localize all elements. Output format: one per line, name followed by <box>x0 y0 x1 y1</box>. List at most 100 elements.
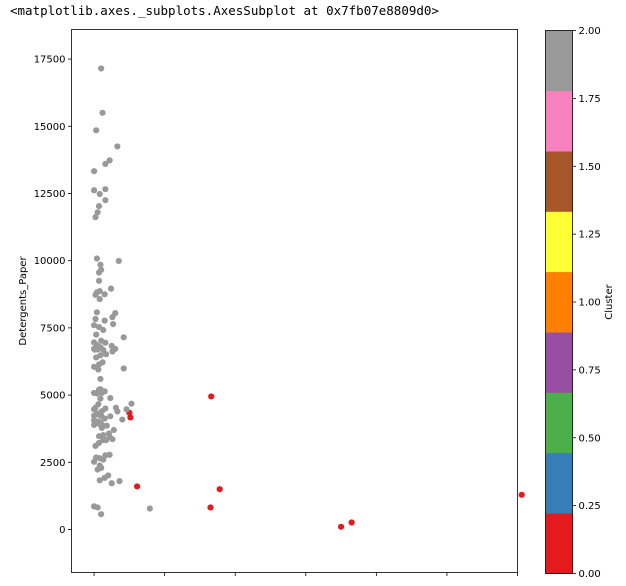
data-point-cluster-2 <box>94 466 101 473</box>
colorbar-tick-label: 1.25 <box>579 230 601 241</box>
colorbar <box>545 30 573 574</box>
data-point-cluster-2 <box>100 326 107 334</box>
cell-output-label: <matplotlib.axes._subplots.AxesSubplot a… <box>10 3 439 18</box>
data-point-cluster-2 <box>102 437 110 444</box>
y-tick-label: 2500 <box>40 458 65 469</box>
colorbar-tick-label: 0.00 <box>579 569 601 580</box>
data-point-cluster-2 <box>101 317 108 324</box>
colorbar-band <box>545 392 573 454</box>
data-point-cluster-2 <box>146 505 153 512</box>
colorbar-tick-label: 1.00 <box>579 298 601 309</box>
data-point-cluster-2 <box>92 315 99 323</box>
data-point-cluster-2 <box>93 390 101 397</box>
data-point-cluster-2 <box>92 291 99 298</box>
y-tick-label: 0 <box>59 525 65 536</box>
data-point-cluster-0 <box>216 486 223 493</box>
data-point-cluster-2 <box>109 314 116 321</box>
data-point-cluster-0 <box>518 491 525 498</box>
data-point-cluster-2 <box>92 442 99 449</box>
data-point-cluster-2 <box>90 421 98 429</box>
y-tick-label: 15000 <box>34 122 66 133</box>
data-point-cluster-2 <box>110 426 117 434</box>
colorbar-tick-label: 1.50 <box>579 162 601 173</box>
data-point-cluster-2 <box>90 322 98 329</box>
data-point-cluster-0 <box>127 414 134 421</box>
data-point-cluster-2 <box>93 127 100 134</box>
data-point-cluster-2 <box>102 339 109 346</box>
data-point-cluster-2 <box>98 389 105 397</box>
data-point-cluster-2 <box>97 261 104 268</box>
y-tick-label: 10000 <box>34 256 66 267</box>
data-point-cluster-2 <box>95 203 103 210</box>
data-point-cluster-2 <box>94 504 101 511</box>
colorbar-band <box>545 211 573 273</box>
colorbar-band <box>545 30 573 92</box>
colorbar-band <box>545 332 573 393</box>
data-point-cluster-2 <box>123 406 130 413</box>
colorbar-tick-label: 2.00 <box>579 26 601 37</box>
data-point-cluster-2 <box>106 157 113 164</box>
data-point-cluster-2 <box>107 285 115 292</box>
data-point-cluster-2 <box>90 412 98 419</box>
data-point-cluster-2 <box>102 351 110 358</box>
colorbar-tick-label: 0.75 <box>579 365 601 376</box>
data-point-cluster-2 <box>90 168 98 175</box>
data-point-cluster-2 <box>95 361 103 368</box>
data-point-cluster-0 <box>207 504 214 511</box>
y-tick-label: 5000 <box>40 391 65 402</box>
data-point-cluster-2 <box>90 187 98 194</box>
data-point-cluster-2 <box>101 415 108 422</box>
colorbar-band <box>545 151 573 212</box>
data-point-cluster-2 <box>109 436 116 443</box>
colorbar-tick-label: 0.25 <box>579 501 601 512</box>
data-point-cluster-2 <box>103 422 110 429</box>
colorbar-tick-label: 0.50 <box>579 433 601 444</box>
data-point-cluster-2 <box>128 400 135 407</box>
y-tick-label: 12500 <box>34 189 66 200</box>
data-point-cluster-2 <box>93 354 100 361</box>
colorbar-band <box>545 271 573 333</box>
data-point-cluster-2 <box>90 458 98 465</box>
data-point-cluster-2 <box>114 408 121 415</box>
data-point-cluster-2 <box>98 424 105 431</box>
data-point-cluster-2 <box>92 214 99 221</box>
data-point-cluster-2 <box>120 365 127 372</box>
y-axis: 0 2500 5000 7500 10000 12500 15000 17500 <box>34 55 72 536</box>
data-point-cluster-2 <box>93 309 101 316</box>
data-point-cluster-2 <box>101 291 108 298</box>
data-point-cluster-2 <box>120 334 127 341</box>
data-point-cluster-0 <box>337 523 345 530</box>
x-axis <box>93 572 518 576</box>
data-point-cluster-2 <box>109 348 116 355</box>
data-point-cluster-2 <box>102 186 109 193</box>
data-point-cluster-2 <box>98 511 105 518</box>
data-point-cluster-2 <box>95 433 103 440</box>
data-point-cluster-2 <box>101 474 108 481</box>
y-tick-label: 7500 <box>40 323 65 334</box>
data-point-cluster-2 <box>102 197 109 204</box>
data-point-cluster-2 <box>93 255 101 262</box>
y-axis-label: Detergents_Paper <box>18 256 29 346</box>
data-point-cluster-0 <box>348 519 355 526</box>
data-point-cluster-2 <box>97 375 104 383</box>
data-point-cluster-2 <box>94 209 101 216</box>
data-point-cluster-2 <box>95 269 103 276</box>
colorbar-band <box>545 452 573 514</box>
data-point-cluster-2 <box>98 65 105 72</box>
y-tick-label: 17500 <box>34 55 66 66</box>
scatter-points <box>90 65 525 530</box>
data-point-cluster-2 <box>100 456 107 463</box>
colorbar-band <box>545 90 573 152</box>
colorbar-band <box>545 513 573 574</box>
data-point-cluster-2 <box>95 277 103 284</box>
data-point-cluster-2 <box>107 394 114 402</box>
data-point-cluster-2 <box>115 257 122 265</box>
data-point-cluster-2 <box>99 109 106 116</box>
data-point-cluster-2 <box>110 321 117 328</box>
data-point-cluster-2 <box>96 190 103 198</box>
data-point-cluster-2 <box>95 366 102 373</box>
data-point-cluster-2 <box>96 296 103 303</box>
data-point-cluster-0 <box>134 483 141 490</box>
data-point-cluster-2 <box>119 416 126 423</box>
colorbar-axis: 0.00 0.25 0.50 0.75 1.00 1.25 1.50 1.75 2.00 <box>572 26 601 580</box>
